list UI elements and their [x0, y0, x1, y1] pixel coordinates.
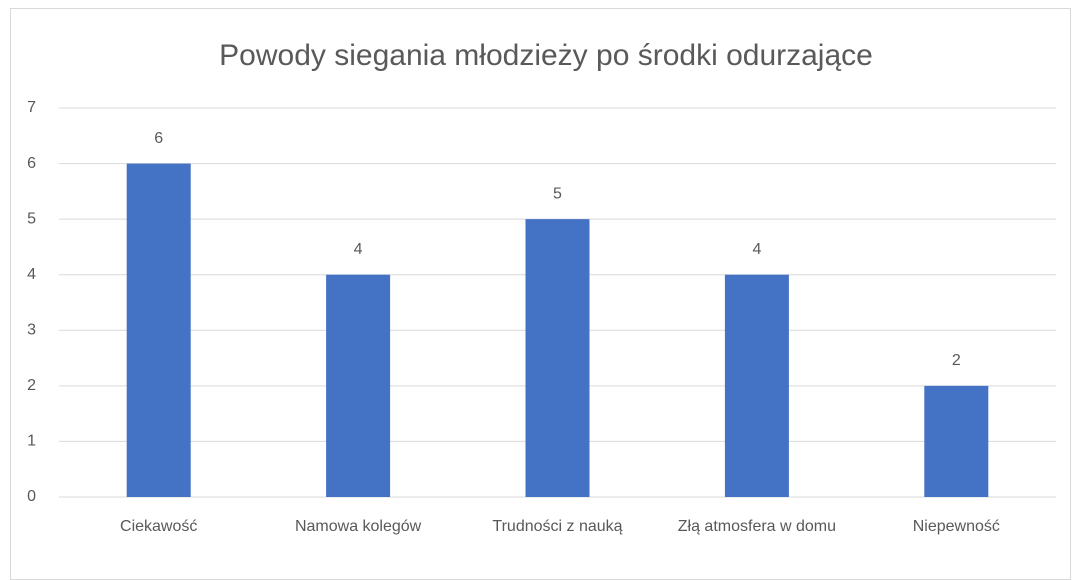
y-tick-label: 0	[27, 488, 36, 505]
y-tick-label: 6	[27, 155, 36, 172]
y-tick-label: 7	[27, 99, 36, 116]
y-tick-label: 2	[27, 377, 36, 394]
data-label: 4	[752, 241, 761, 258]
x-tick-label: Ciekawość	[120, 518, 197, 535]
bar	[326, 274, 391, 497]
data-label: 2	[952, 352, 961, 369]
bar	[924, 385, 989, 497]
y-tick-label: 1	[27, 433, 36, 450]
data-label: 6	[154, 130, 163, 147]
x-tick-label: Złą atmosfera w domu	[678, 518, 836, 535]
y-tick-label: 4	[27, 266, 36, 283]
data-label: 4	[354, 241, 363, 258]
x-tick-label: Namowa kolegów	[295, 518, 422, 535]
bar	[525, 219, 590, 497]
chart-title: Powody siegania młodzieży po środki odur…	[219, 39, 873, 72]
y-tick-label: 5	[27, 210, 36, 227]
data-label: 5	[553, 185, 562, 202]
bar	[724, 274, 789, 497]
y-tick-label: 3	[27, 322, 36, 339]
x-tick-label: Trudności z nauką	[492, 518, 622, 535]
x-tick-label: Niepewność	[913, 518, 1000, 535]
bar	[126, 163, 191, 498]
